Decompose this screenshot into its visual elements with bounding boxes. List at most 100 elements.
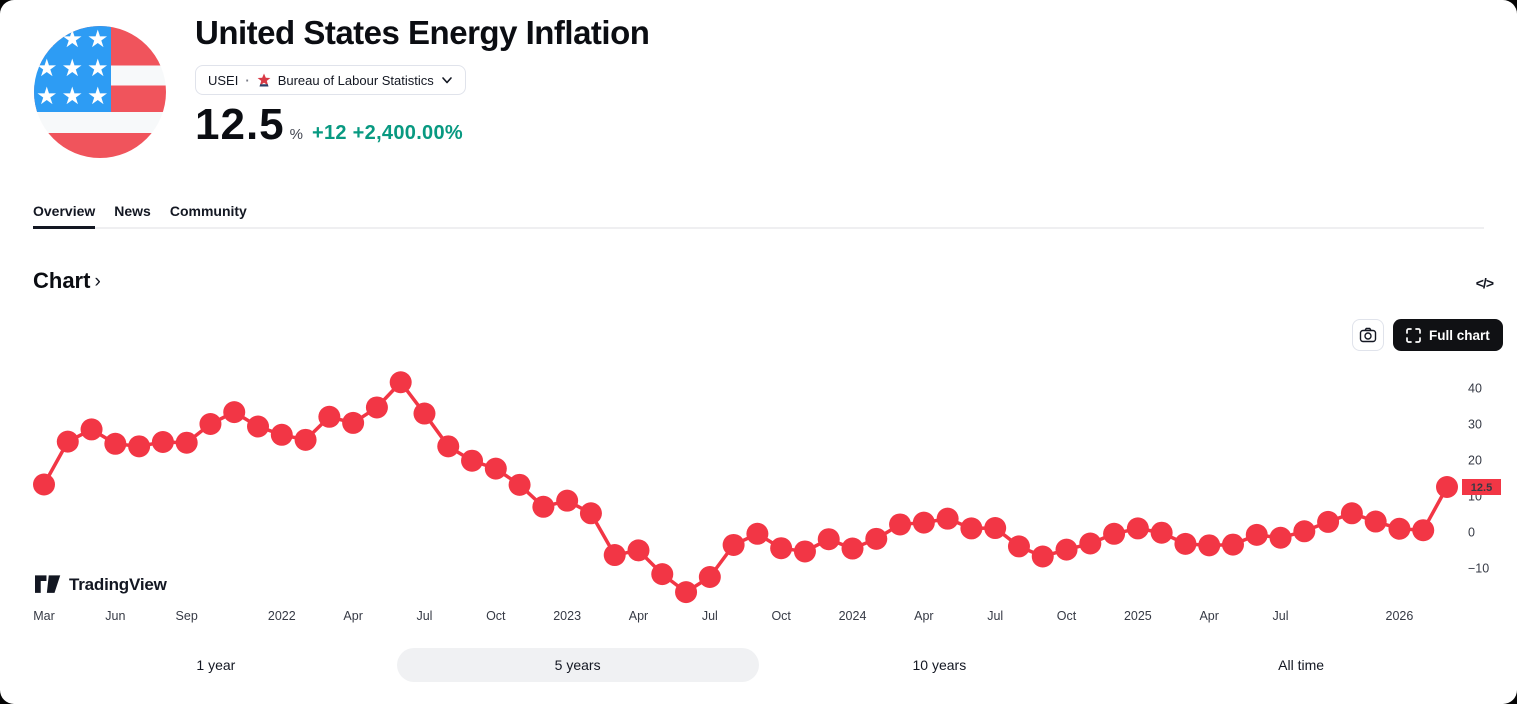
star-icon: ★: [87, 26, 109, 54]
tradingview-attribution-link[interactable]: TradingView: [35, 574, 167, 595]
current-value: 12.5: [195, 100, 285, 149]
data-point: [1079, 532, 1102, 555]
value-change: +12 +2,400.00%: [311, 122, 463, 144]
data-point: [80, 418, 103, 441]
data-point: [294, 428, 317, 451]
bureau-star-icon: [257, 73, 271, 87]
data-point: [1293, 520, 1316, 543]
data-point: [342, 411, 365, 434]
data-point: [889, 513, 912, 536]
star-icon: ★: [87, 83, 109, 111]
x-axis-label: 2023: [553, 609, 581, 623]
y-axis-label: 30: [1468, 418, 1482, 432]
quote-value-row: 12.5 % +12 +2,400.00%: [195, 100, 463, 150]
data-point: [651, 563, 674, 586]
star-icon: ★: [36, 26, 58, 54]
embed-code-icon[interactable]: </>: [1475, 275, 1494, 291]
y-axis-label: 40: [1468, 382, 1482, 396]
x-axis-label: Sep: [176, 609, 198, 623]
data-point: [1126, 517, 1149, 540]
chart-section-link[interactable]: Chart ›: [33, 268, 101, 294]
data-point: [984, 517, 1007, 540]
data-point: [817, 528, 840, 551]
y-axis-label: 0: [1468, 526, 1475, 540]
data-point: [1436, 476, 1458, 498]
tab-community[interactable]: Community: [169, 203, 247, 219]
y-axis-label: 20: [1468, 454, 1482, 468]
data-point: [1269, 526, 1292, 549]
dot-separator: ·: [245, 72, 250, 88]
star-icon: ★: [87, 54, 109, 82]
star-icon: ★: [61, 26, 84, 54]
x-axis-label: Apr: [1199, 609, 1218, 623]
data-point: [484, 457, 507, 480]
timeframe-5-years[interactable]: 5 years: [396, 648, 759, 682]
data-point: [532, 495, 555, 518]
timeframe-10-years[interactable]: 10 years: [759, 648, 1121, 682]
fullscreen-icon: [1406, 327, 1421, 343]
full-chart-button[interactable]: Full chart: [1393, 319, 1503, 351]
data-point: [151, 431, 174, 453]
data-point: [912, 511, 935, 534]
data-point: [104, 432, 127, 455]
x-axis-label: Apr: [343, 609, 362, 623]
data-point: [865, 527, 888, 550]
data-point: [1150, 521, 1173, 544]
timeframe-1-year[interactable]: 1 year: [35, 648, 397, 682]
data-point: [1198, 534, 1221, 557]
data-point: [770, 537, 793, 560]
energy-inflation-line-chart[interactable]: Mar Jun Sep 2022 Apr Jul Oct 2023 Apr Jul Oct 2024 A…: [0, 330, 1517, 630]
data-point: [56, 430, 79, 453]
full-chart-label: Full chart: [1429, 327, 1490, 343]
x-axis-label: Jul: [987, 609, 1003, 623]
data-point: [1174, 532, 1197, 555]
tab-overview[interactable]: Overview: [33, 203, 96, 229]
chevron-down-icon: [441, 77, 452, 84]
last-value-badge: [1462, 479, 1501, 495]
data-point: [1364, 510, 1387, 533]
data-point: [437, 435, 460, 458]
data-point: [722, 533, 745, 556]
data-point: [128, 435, 151, 458]
x-axis-label: Mar: [33, 609, 55, 623]
data-point: [223, 401, 246, 424]
data-point: [175, 431, 198, 454]
data-point: [698, 566, 721, 588]
x-axis-label: Jun: [105, 609, 125, 623]
data-point: [318, 405, 341, 428]
data-point: [1317, 510, 1340, 533]
x-axis-label: 2026: [1386, 609, 1414, 623]
data-point: [389, 371, 412, 394]
tab-news[interactable]: News: [114, 203, 151, 219]
source-name: Bureau of Labour Statistics: [277, 72, 434, 88]
data-point: [793, 540, 816, 563]
x-axis-label: Jul: [702, 609, 718, 623]
data-point: [413, 402, 436, 425]
data-point: [1221, 533, 1244, 556]
star-icon: ★: [36, 54, 58, 82]
data-point: [365, 396, 388, 419]
star-icon: ★: [36, 83, 58, 111]
symbol-source-dropdown[interactable]: USEI · Bureau of Labour Statistics: [195, 65, 466, 95]
data-point: [1055, 538, 1078, 561]
timeframe-all-time[interactable]: All time: [1120, 648, 1482, 682]
data-point: [1412, 519, 1435, 542]
data-point: [33, 473, 55, 496]
data-point: [461, 449, 484, 472]
snapshot-button[interactable]: [1352, 319, 1384, 351]
data-point: [579, 502, 602, 525]
data-point: [603, 544, 626, 567]
flag-canton: ★ ★ ★ ★ ★ ★ ★ ★ ★: [34, 26, 111, 112]
x-axis-label: Oct: [486, 609, 506, 623]
camera-icon: [1359, 327, 1377, 343]
x-axis-label: 2024: [839, 609, 867, 623]
data-point: [556, 489, 579, 512]
x-axis-label: 2025: [1124, 609, 1152, 623]
x-axis-label: Oct: [771, 609, 791, 623]
data-point: [199, 413, 222, 435]
value-unit: %: [289, 126, 303, 143]
price-line: [42, 380, 1449, 594]
timeframe-selector: 1 year 5 years 10 years All time: [35, 648, 1482, 682]
x-axis-label: Apr: [914, 609, 933, 623]
